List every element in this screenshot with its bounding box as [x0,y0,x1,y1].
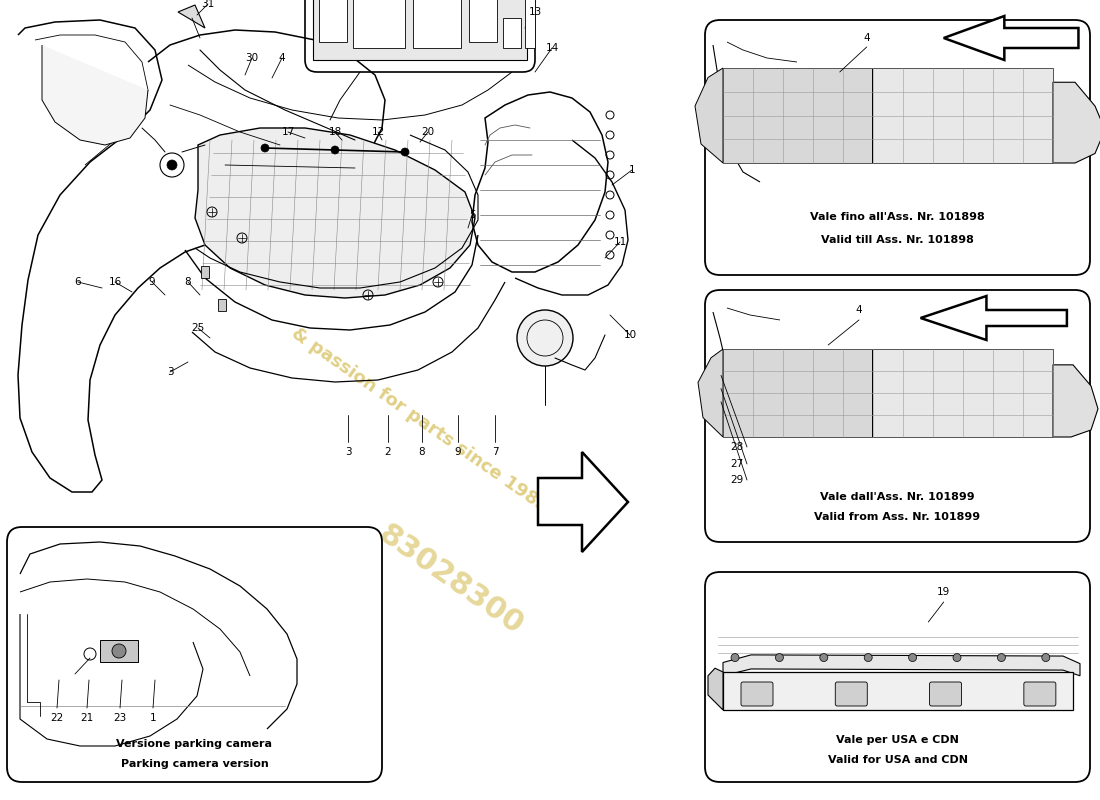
Text: Versione parking camera: Versione parking camera [117,739,273,749]
Text: Valid for USA and CDN: Valid for USA and CDN [827,755,968,765]
Text: 16: 16 [109,277,122,287]
Text: 17: 17 [282,127,295,137]
Text: 8: 8 [419,447,426,457]
Polygon shape [708,668,723,710]
Text: 14: 14 [546,43,559,53]
Text: 83028300: 83028300 [372,519,528,641]
Bar [469,0,497,42]
Circle shape [331,146,339,154]
Text: 3: 3 [344,447,351,457]
Polygon shape [178,5,205,28]
FancyBboxPatch shape [705,290,1090,542]
Bar [100,640,138,662]
Circle shape [865,654,872,662]
Text: 11: 11 [614,237,627,247]
Text: 9: 9 [454,447,461,457]
Text: 2: 2 [385,447,392,457]
Bar [525,0,535,48]
Circle shape [998,654,1005,662]
Text: 23: 23 [113,713,127,723]
Circle shape [517,310,573,366]
Text: 28: 28 [730,442,744,452]
Circle shape [1042,654,1049,662]
Text: Valid till Ass. Nr. 101898: Valid till Ass. Nr. 101898 [821,235,974,245]
Bar [723,349,871,437]
Text: 6: 6 [75,277,81,287]
Text: 21: 21 [80,713,94,723]
Polygon shape [195,128,475,298]
Text: 3: 3 [167,367,174,377]
Text: 9: 9 [148,277,155,287]
FancyBboxPatch shape [705,572,1090,782]
Text: 19: 19 [937,587,950,597]
FancyBboxPatch shape [305,0,535,72]
Text: 7: 7 [492,447,498,457]
Bar [201,266,209,278]
Bar [503,18,521,48]
FancyBboxPatch shape [705,20,1090,275]
Circle shape [953,654,961,662]
Text: 4: 4 [856,305,862,315]
FancyBboxPatch shape [7,527,382,782]
Text: 27: 27 [730,459,744,469]
Text: 22: 22 [51,713,64,723]
Text: 8: 8 [185,277,191,287]
Text: 10: 10 [624,330,637,340]
FancyBboxPatch shape [741,682,773,706]
Circle shape [776,654,783,662]
Text: Vale fino all'Ass. Nr. 101898: Vale fino all'Ass. Nr. 101898 [810,212,984,222]
Text: 1: 1 [629,165,636,175]
Polygon shape [723,655,1080,676]
Bar [319,0,346,42]
Text: 4: 4 [864,33,870,43]
Circle shape [261,144,270,152]
Polygon shape [944,16,1078,60]
Text: 13: 13 [528,7,541,17]
Polygon shape [921,296,1067,340]
Polygon shape [42,45,148,145]
Bar [723,68,871,163]
Text: 20: 20 [421,127,434,137]
Text: 5: 5 [469,210,475,220]
Polygon shape [723,672,1072,710]
Polygon shape [1053,365,1098,437]
Polygon shape [698,349,723,437]
Circle shape [402,148,409,156]
Text: Valid from Ass. Nr. 101899: Valid from Ass. Nr. 101899 [814,512,980,522]
Text: 25: 25 [191,323,205,333]
Text: Parking camera version: Parking camera version [121,759,268,769]
Bar [871,349,1053,437]
Circle shape [820,654,828,662]
Polygon shape [695,68,723,163]
Circle shape [167,160,177,170]
FancyBboxPatch shape [1024,682,1056,706]
FancyBboxPatch shape [930,682,961,706]
Text: 1: 1 [150,713,156,723]
Polygon shape [1053,82,1100,163]
Circle shape [732,654,739,662]
Bar [218,299,226,311]
Text: 18: 18 [329,127,342,137]
Text: 12: 12 [372,127,385,137]
Text: 31: 31 [201,0,214,9]
Bar [871,68,1053,163]
FancyBboxPatch shape [835,682,867,706]
Text: Vale per USA e CDN: Vale per USA e CDN [836,735,959,745]
Polygon shape [538,452,628,552]
Circle shape [112,644,126,658]
Bar [353,0,405,48]
Text: 4: 4 [278,53,285,63]
Bar [412,0,461,48]
Text: 29: 29 [730,475,744,485]
Text: Vale dall'Ass. Nr. 101899: Vale dall'Ass. Nr. 101899 [821,492,975,502]
Circle shape [909,654,916,662]
Text: 30: 30 [245,53,258,63]
Text: & passion for parts since 1985: & passion for parts since 1985 [288,324,551,516]
Bar [314,0,527,60]
